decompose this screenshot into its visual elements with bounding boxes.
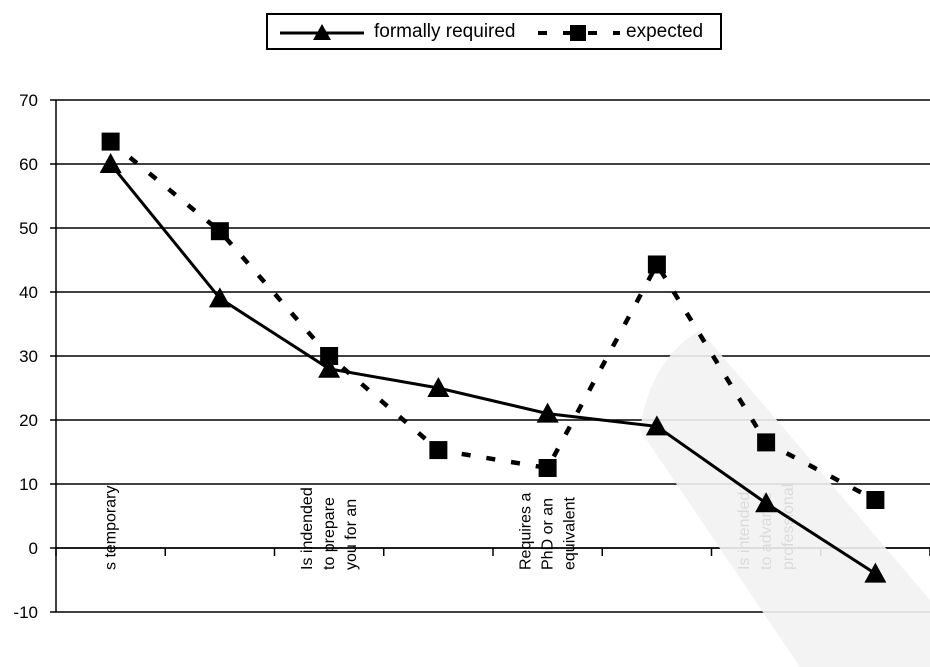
data-point-square <box>429 441 448 460</box>
data-point-triangle <box>536 402 559 423</box>
data-point-triangle <box>427 377 450 397</box>
data-point-square <box>538 459 557 477</box>
x-category-label: equivalent <box>562 497 579 571</box>
series-line-formally-required <box>109 163 877 575</box>
data-point-square <box>757 433 776 452</box>
x-category-label: to prepare <box>321 497 338 570</box>
legend-swatch-solid-triangle <box>280 24 364 40</box>
y-tick-label: 0 <box>29 539 38 558</box>
legend-label-expected: expected <box>626 21 704 42</box>
y-tick-label: 10 <box>19 475 38 494</box>
legend: formally required expected <box>266 13 722 50</box>
data-point-square <box>210 222 229 241</box>
data-point-triangle <box>318 357 341 378</box>
y-tick-label: 40 <box>19 283 38 302</box>
data-point-triangle <box>99 153 122 173</box>
x-category-label: PhD or an <box>540 498 557 570</box>
data-point-triangle <box>208 287 231 308</box>
legend-item-expected: expected <box>534 15 714 48</box>
legend-label-formally-required: formally required <box>374 21 516 42</box>
data-point-square <box>320 347 339 365</box>
legend-item-formally-required: formally required <box>278 15 598 48</box>
x-category-label: s temporary <box>103 486 120 570</box>
legend-swatch-dashed-square <box>538 25 620 41</box>
data-point-square <box>101 132 120 151</box>
x-category-label: you for an <box>343 499 360 570</box>
watermark-shape <box>640 330 930 667</box>
data-point-triangle <box>645 415 668 436</box>
data-point-triangle <box>864 562 887 583</box>
y-tick-label: 20 <box>19 411 38 430</box>
y-tick-label: 50 <box>19 219 38 238</box>
y-tick-label: -10 <box>13 603 38 622</box>
y-tick-label: 60 <box>19 155 38 174</box>
y-tick-label: 30 <box>19 347 38 366</box>
x-category-label: Is indended <box>299 487 316 570</box>
y-tick-label: 70 <box>19 91 38 110</box>
x-category-label: Requires a <box>518 493 535 570</box>
data-point-square <box>647 255 666 274</box>
series-line-expected <box>109 139 877 502</box>
data-point-triangle <box>755 492 778 513</box>
data-point-square <box>866 491 885 509</box>
